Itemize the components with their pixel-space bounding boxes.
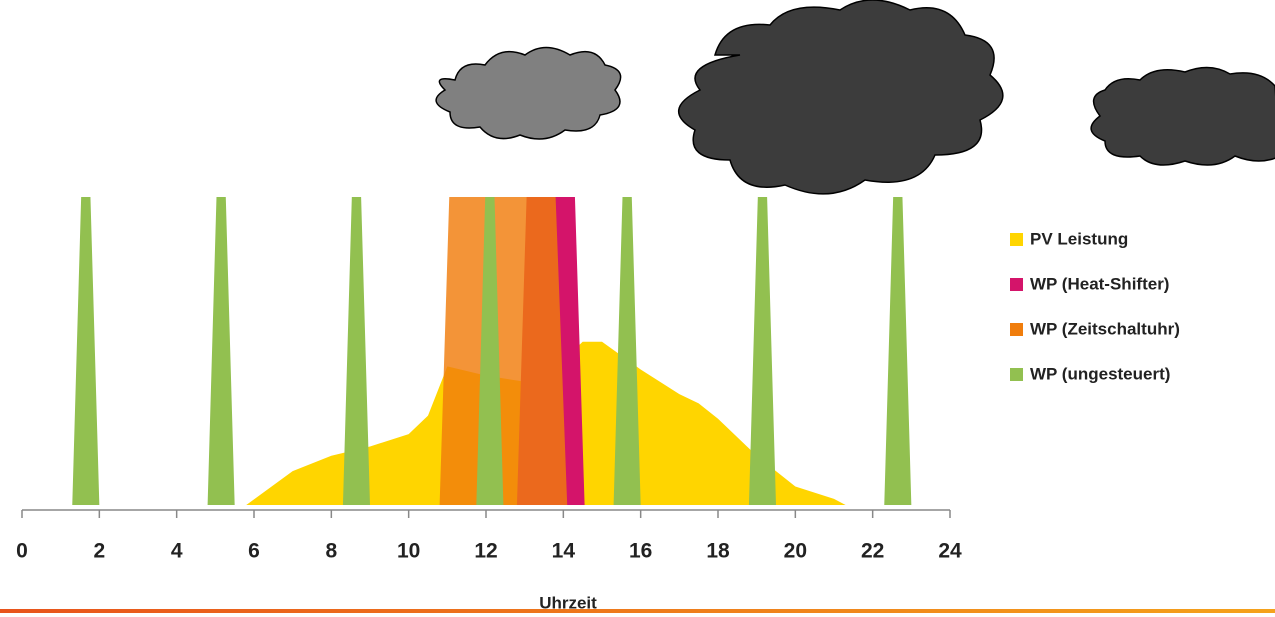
x-tick-label: 14 — [552, 540, 576, 563]
x-tick-label: 6 — [248, 540, 260, 563]
x-tick-label: 24 — [938, 540, 962, 563]
x-tick-label: 18 — [706, 540, 730, 563]
cloud — [436, 48, 621, 140]
x-tick-label: 4 — [171, 540, 183, 563]
footer-bar — [0, 609, 1275, 613]
legend-label: PV Leistung — [1030, 229, 1128, 248]
legend-swatch — [1010, 368, 1023, 381]
x-tick-label: 16 — [629, 540, 652, 563]
legend-label: WP (ungesteuert) — [1030, 364, 1170, 383]
x-tick-label: 2 — [93, 540, 105, 563]
x-tick-label: 10 — [397, 540, 420, 563]
clouds — [436, 0, 1275, 194]
legend-label: WP (Heat-Shifter) — [1030, 274, 1169, 293]
legend-swatch — [1010, 233, 1023, 246]
cloud — [679, 0, 1003, 194]
page: 024681012141618202224PV LeistungWP (Heat… — [0, 0, 1275, 617]
x-tick-label: 0 — [16, 540, 28, 563]
x-tick-label: 22 — [861, 540, 884, 563]
cloud — [1091, 67, 1275, 165]
area — [440, 197, 568, 505]
chart: 024681012141618202224PV LeistungWP (Heat… — [0, 0, 1275, 617]
area — [72, 197, 911, 505]
legend-swatch — [1010, 278, 1023, 291]
x-tick-label: 8 — [325, 540, 337, 563]
legend-label: WP (Zeitschaltuhr) — [1030, 319, 1180, 338]
x-tick-label: 12 — [474, 540, 497, 563]
x-tick-label: 20 — [784, 540, 807, 563]
legend-swatch — [1010, 323, 1023, 336]
